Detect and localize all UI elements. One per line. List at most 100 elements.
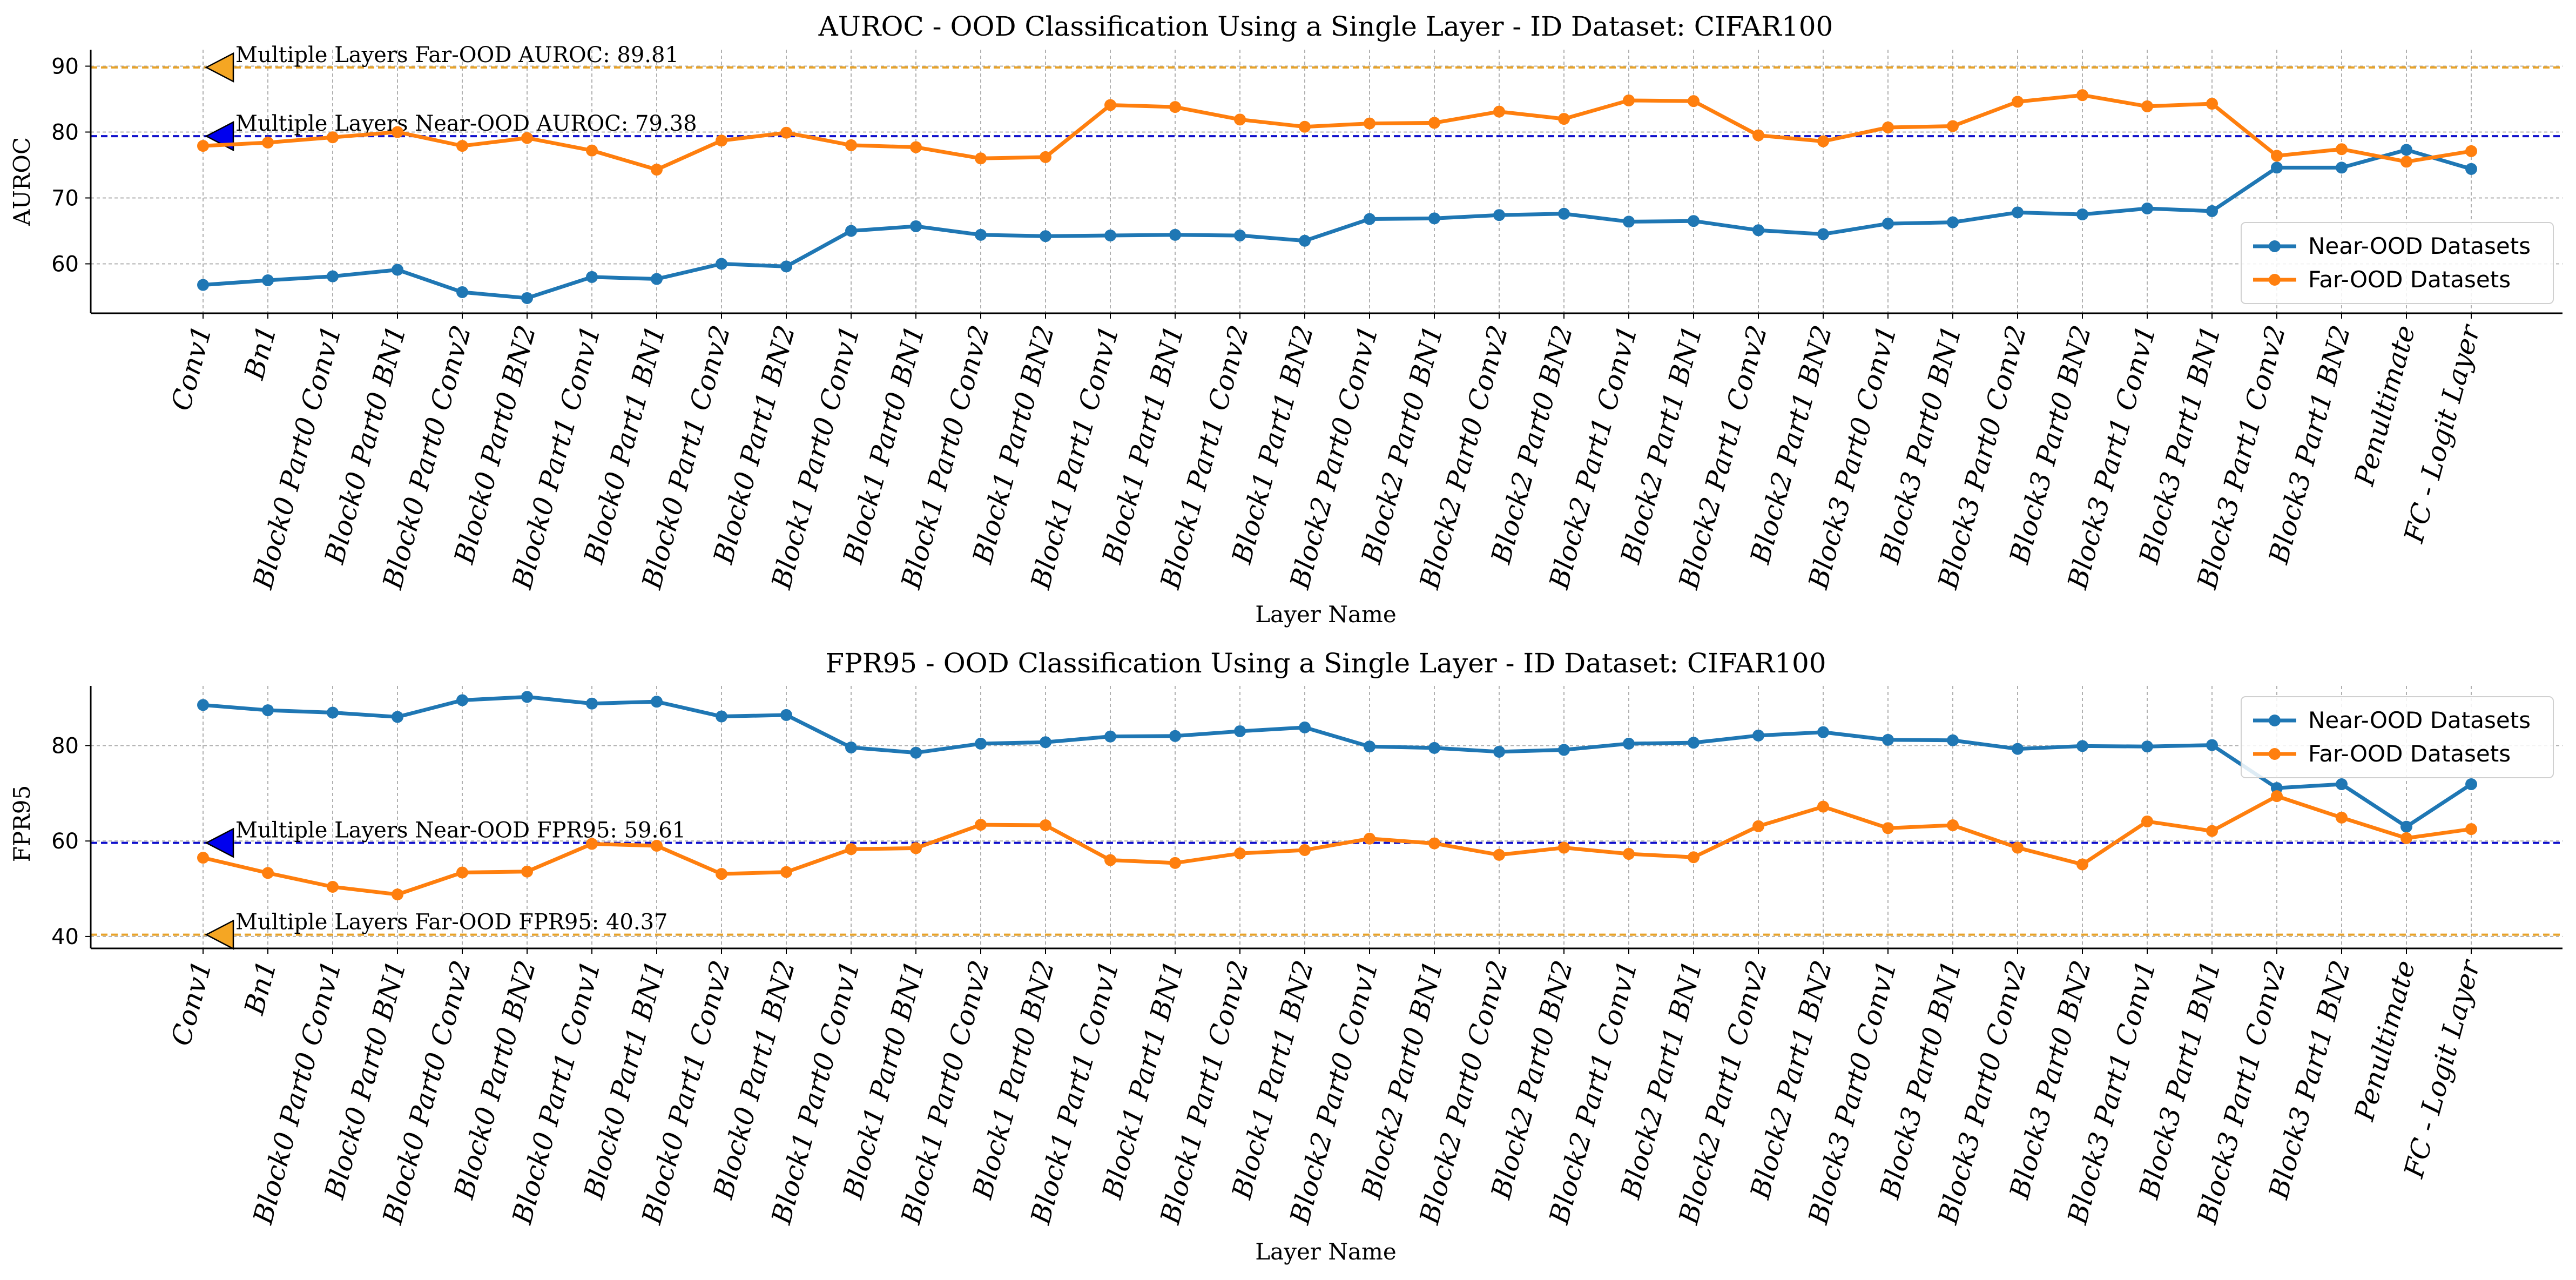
data-point <box>910 746 922 759</box>
data-point <box>2465 163 2477 175</box>
data-point <box>1428 117 1440 129</box>
data-point <box>845 225 857 237</box>
data-point <box>651 696 663 708</box>
data-point <box>2465 823 2477 836</box>
series-far-ood <box>197 89 2477 176</box>
data-point <box>2400 832 2412 844</box>
data-point <box>2141 203 2153 215</box>
y-tick-label: 80 <box>51 733 79 758</box>
data-point <box>2400 156 2412 168</box>
data-point <box>1493 848 1505 861</box>
data-point <box>1882 822 1894 834</box>
legend-marker <box>2269 240 2281 252</box>
data-point <box>1234 847 1246 860</box>
data-point <box>2271 150 2283 162</box>
data-point <box>262 137 274 149</box>
data-point <box>910 842 922 854</box>
data-point <box>975 228 987 241</box>
data-point <box>845 843 857 855</box>
legend-label: Far-OOD Datasets <box>2308 740 2511 767</box>
data-point <box>327 270 339 282</box>
data-point <box>2076 740 2088 752</box>
data-point <box>2141 815 2153 827</box>
data-point <box>1817 228 1829 240</box>
data-point <box>1558 744 1570 756</box>
data-point <box>1752 729 1764 742</box>
data-point <box>2336 143 2348 156</box>
data-point <box>2012 96 2024 108</box>
data-point <box>2012 743 2024 755</box>
x-tick-label: Conv1 <box>165 957 218 1049</box>
data-point <box>1428 837 1440 850</box>
y-axis-label: FPR95 <box>9 785 35 862</box>
data-point <box>1104 99 1116 111</box>
data-point <box>1817 726 1829 738</box>
data-point <box>1234 230 1246 242</box>
data-point <box>586 144 598 157</box>
data-point <box>262 704 274 717</box>
data-point <box>1947 734 1959 746</box>
data-point <box>975 152 987 165</box>
data-point <box>1234 113 1246 126</box>
data-point <box>1169 228 1181 241</box>
legend-marker <box>2269 274 2281 286</box>
data-point <box>2336 778 2348 791</box>
reference-marker <box>205 52 234 83</box>
x-tick-label: Penultimate <box>2349 322 2422 489</box>
data-point <box>1299 721 1311 733</box>
data-point <box>2141 740 2153 753</box>
data-point <box>1104 230 1116 242</box>
data-point <box>780 260 792 273</box>
data-point <box>1882 121 1894 133</box>
data-point <box>1234 725 1246 737</box>
data-point <box>521 865 533 878</box>
reference-marker <box>205 827 234 858</box>
data-point <box>392 888 403 901</box>
reference-annotation: Multiple Layers Near-OOD AUROC: 79.38 <box>235 111 697 136</box>
data-point <box>327 881 339 893</box>
reference-annotation: Multiple Layers Far-OOD FPR95: 40.37 <box>235 910 668 935</box>
data-point <box>1040 819 1051 832</box>
data-point <box>1040 151 1051 163</box>
y-tick-label: 60 <box>51 829 79 854</box>
data-point <box>456 140 468 152</box>
series-line <box>203 794 2472 897</box>
y-tick-label: 70 <box>51 186 79 211</box>
data-point <box>2206 98 2218 110</box>
data-point <box>1558 113 1570 125</box>
data-point <box>2400 820 2412 833</box>
data-point <box>975 737 987 750</box>
legend-marker <box>2269 715 2281 726</box>
chart-title: AUROC - OOD Classification Using a Singl… <box>818 11 1833 42</box>
data-point <box>1428 212 1440 225</box>
data-point <box>197 140 209 152</box>
data-point <box>1299 120 1311 133</box>
data-point <box>1882 733 1894 746</box>
legend: Near-OOD Datasets Far-OOD Datasets <box>2241 696 2554 778</box>
data-point <box>716 710 727 723</box>
legend-label: Near-OOD Datasets <box>2308 707 2531 733</box>
data-point <box>1493 209 1505 221</box>
x-tick-label: Penultimate <box>2349 957 2422 1124</box>
data-point <box>780 866 792 878</box>
data-point <box>1688 737 1700 749</box>
data-point <box>1558 841 1570 854</box>
y-tick-label: 80 <box>51 120 79 145</box>
data-point <box>1169 730 1181 742</box>
y-tick-label: 60 <box>51 252 79 277</box>
data-point <box>2076 89 2088 102</box>
data-point <box>2076 208 2088 220</box>
data-point <box>2012 206 2024 219</box>
data-point <box>2336 161 2348 174</box>
data-point <box>392 264 403 276</box>
data-point <box>1623 94 1635 106</box>
data-point <box>1623 737 1635 750</box>
data-point <box>262 867 274 879</box>
data-point <box>197 699 209 711</box>
data-point <box>392 711 403 723</box>
data-point <box>2076 858 2088 871</box>
data-point <box>2271 161 2283 174</box>
data-point <box>845 139 857 151</box>
data-point <box>1688 851 1700 864</box>
data-point <box>1688 95 1700 107</box>
